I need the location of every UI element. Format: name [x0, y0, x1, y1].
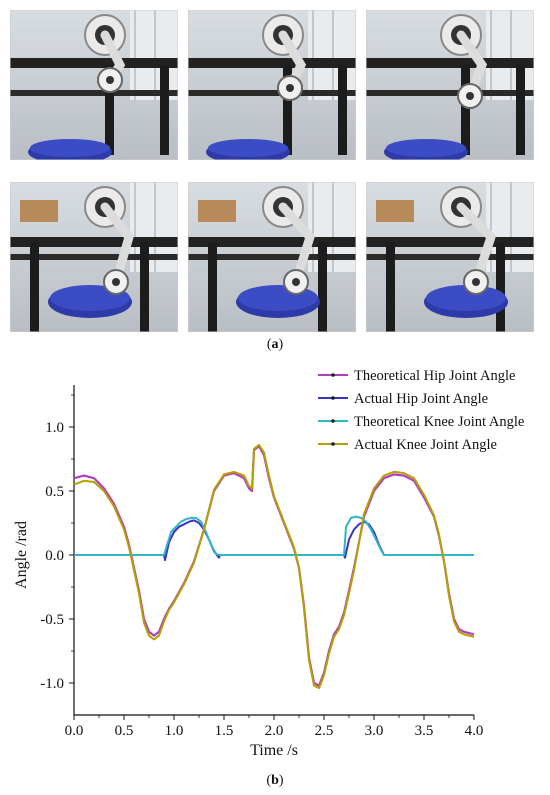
y-tick-label: -1.0 [40, 676, 64, 692]
x-tick-label: 2.0 [265, 723, 284, 739]
legend-label: Actual Knee Joint Angle [354, 437, 497, 453]
x-tick-label: 3.0 [365, 723, 384, 739]
legend-marker [331, 373, 335, 377]
robot-photo-5 [188, 182, 356, 332]
x-tick-label: 1.5 [215, 723, 234, 739]
series-line-actual-knee [73, 443, 475, 690]
x-tick-label: 2.5 [315, 723, 334, 739]
robot-photo-grid [10, 10, 538, 332]
series-line-actual-hip [74, 519, 474, 562]
y-axis-label: Angle /rad [13, 521, 30, 589]
x-tick-label: 0.0 [65, 723, 84, 739]
legend-label: Theoretical Knee Joint Angle [354, 414, 524, 430]
y-tick-label: 1.0 [45, 420, 64, 436]
x-tick-label: 4.0 [465, 723, 484, 739]
y-tick-label: 0.0 [45, 548, 64, 564]
legend-label: Theoretical Hip Joint Angle [354, 368, 515, 384]
robot-photo-3 [366, 10, 534, 160]
legend-marker [331, 396, 335, 400]
x-tick-label: 1.0 [165, 723, 184, 739]
robot-photo-6 [366, 182, 534, 332]
series-line-theoretical-knee [74, 515, 474, 556]
legend-marker [331, 419, 335, 423]
x-tick-label: 3.5 [415, 723, 434, 739]
x-axis-label: Time /s [250, 742, 298, 759]
robot-photo-2 [188, 10, 356, 160]
x-tick-label: 0.5 [115, 723, 134, 739]
y-tick-label: 0.5 [45, 484, 64, 500]
robot-photo-4 [10, 182, 178, 332]
caption-a: (a) [266, 337, 284, 352]
robot-photo-1 [10, 10, 178, 160]
caption-b: (b) [266, 773, 284, 788]
joint-angle-chart: 0.0 0.5 1.0 1.5 2.0 2.5 3.0 3.5 4.0 -1.0 -0.5 0.0 0.… [13, 368, 524, 759]
legend-label: Actual Hip Joint Angle [354, 391, 488, 407]
y-tick-label: -0.5 [40, 612, 64, 628]
legend-marker [331, 442, 335, 446]
